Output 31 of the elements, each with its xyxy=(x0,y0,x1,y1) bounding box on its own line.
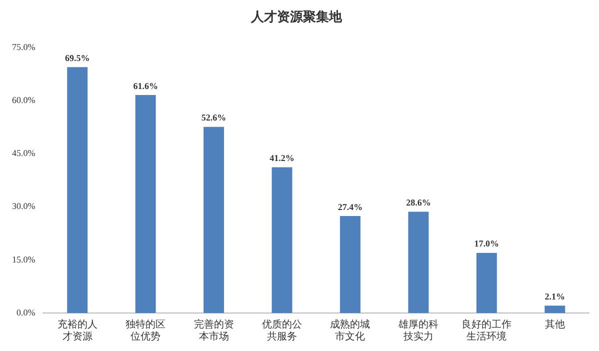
y-tick-label: 30.0% xyxy=(12,201,36,212)
data-label: 69.5% xyxy=(64,52,90,63)
bar xyxy=(544,306,566,313)
data-label: 61.6% xyxy=(133,80,158,91)
data-label: 41.2% xyxy=(270,153,294,164)
bar xyxy=(204,126,224,313)
y-tick-label: 60.0% xyxy=(12,95,36,106)
x-tick-label: 完善的资本市场 xyxy=(194,318,234,343)
bar xyxy=(476,252,497,313)
data-label: 28.6% xyxy=(406,198,431,208)
y-tick-label: 15.0% xyxy=(12,254,36,264)
chart-title: 人才资源聚集地 xyxy=(250,9,343,24)
y-tick-label: 0.0% xyxy=(16,307,36,318)
x-tick-label: 雄厚的科技实力 xyxy=(397,318,438,343)
y-tick-label: 75.0% xyxy=(12,42,36,52)
bar xyxy=(135,95,156,313)
x-tick-label: 优质的公共服务 xyxy=(262,318,302,343)
bar xyxy=(272,167,292,313)
x-tick-label: 独特的区位优势 xyxy=(126,318,166,343)
x-tick-label: 其他 xyxy=(544,318,565,331)
bar xyxy=(340,216,360,313)
x-tick-label: 充裕的人才资源 xyxy=(57,318,98,343)
data-label: 17.0% xyxy=(474,238,500,249)
bar xyxy=(408,212,429,313)
y-tick-label: 45.0% xyxy=(12,148,36,158)
data-label: 27.4% xyxy=(338,202,363,212)
data-label: 52.6% xyxy=(201,112,226,123)
data-label: 2.1% xyxy=(544,291,566,302)
bar xyxy=(67,67,88,313)
x-tick-label: 良好的工作生活环境 xyxy=(462,318,512,343)
x-tick-label: 成熟的城市文化 xyxy=(330,318,370,343)
